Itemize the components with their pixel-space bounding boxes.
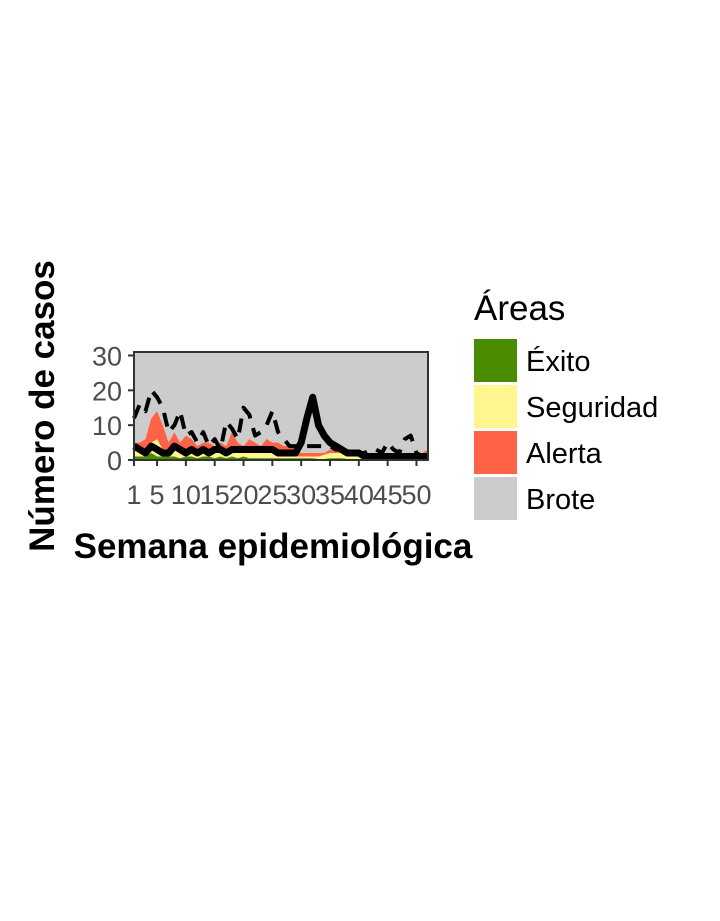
x-tick-label: 45 (373, 480, 403, 510)
y-axis: 0 10 20 30 (92, 341, 135, 476)
x-tick-label: 10 (171, 480, 201, 510)
y-tick-label: 10 (92, 411, 122, 441)
x-tick-label: 1 (126, 480, 141, 510)
x-tick-label: 25 (257, 480, 287, 510)
dashed-series-line (132, 388, 428, 459)
legend: Áreas Éxito Seguridad Alerta Brote (474, 289, 658, 520)
legend-label: Brote (526, 484, 595, 516)
x-tick-label: 35 (315, 480, 345, 510)
legend-title: Áreas (474, 289, 565, 328)
legend-key-swatch (474, 477, 517, 520)
y-tick-label: 30 (92, 341, 122, 371)
x-tick-label: 20 (229, 480, 259, 510)
legend-key-swatch (474, 339, 517, 382)
legend-key-swatch (474, 385, 517, 428)
x-tick-label: 30 (286, 480, 316, 510)
legend-label: Seguridad (526, 392, 658, 424)
x-tick-label: 5 (150, 480, 165, 510)
band-alerta (134, 411, 428, 460)
y-tick-label: 20 (92, 376, 122, 406)
legend-label: Alerta (526, 438, 603, 470)
legend-label: Éxito (526, 345, 590, 378)
legend-key-swatch (474, 431, 517, 474)
x-tick-label: 50 (401, 480, 431, 510)
y-tick-label: 0 (107, 446, 122, 476)
solid-series-line (132, 393, 428, 460)
x-tick-label: 40 (344, 480, 374, 510)
x-axis-title: Semana epidemiológica (74, 527, 473, 566)
band-exito (134, 453, 428, 460)
y-axis-title: Número de casos (23, 260, 62, 552)
series-lines (132, 388, 428, 460)
x-tick-label: 15 (200, 480, 230, 510)
